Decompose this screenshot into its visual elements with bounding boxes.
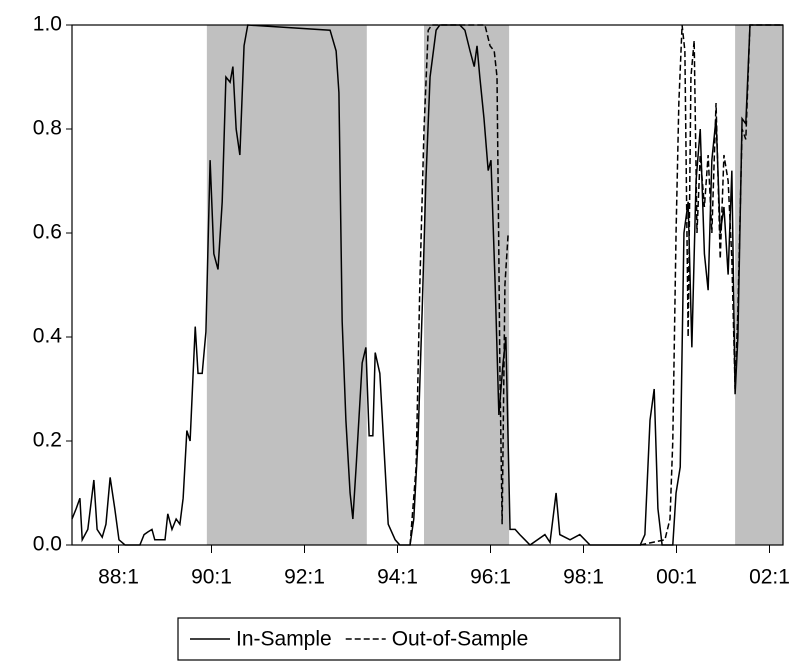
x-tick-label: 98:1: [563, 566, 604, 589]
y-tick-label: 0.6: [33, 221, 62, 244]
y-tick-label: 0.2: [33, 429, 62, 452]
x-tick-label: 90:1: [191, 566, 232, 589]
shaded-period: [206, 25, 367, 545]
series-line: [409, 24, 509, 546]
x-tick-label: 00:1: [656, 566, 697, 589]
shaded-period: [735, 25, 783, 545]
x-tick-label: 02:1: [749, 566, 790, 589]
shaded-period: [424, 25, 510, 545]
x-tick-label: 94:1: [377, 566, 418, 589]
legend-box: [177, 617, 621, 661]
series-line: [640, 24, 783, 546]
plot-frame: [71, 24, 784, 546]
x-tick-label: 96:1: [470, 566, 511, 589]
y-tick-label: 0.4: [33, 325, 63, 348]
legend-label: Out-of-Sample: [392, 628, 529, 651]
y-tick-label: 1.0: [33, 13, 62, 36]
x-tick-label: 92:1: [284, 566, 325, 589]
legend-label: In-Sample: [236, 628, 332, 651]
y-tick-label: 0.0: [33, 533, 62, 556]
y-tick-label: 0.8: [33, 117, 62, 140]
x-tick-label: 88:1: [98, 566, 139, 589]
series-line: [71, 24, 783, 546]
